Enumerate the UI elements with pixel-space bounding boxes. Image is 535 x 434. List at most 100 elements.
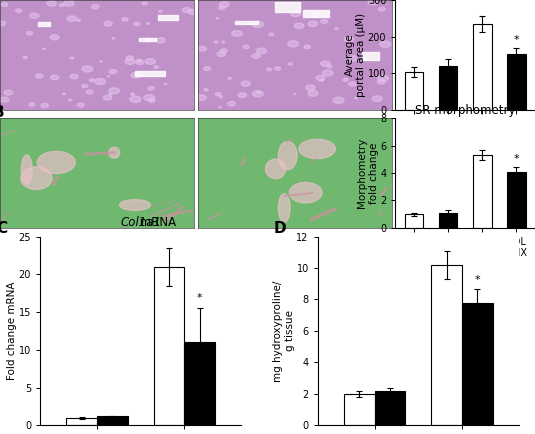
Circle shape: [86, 90, 93, 94]
Circle shape: [316, 76, 325, 81]
Circle shape: [100, 61, 102, 62]
Circle shape: [47, 1, 56, 6]
Circle shape: [16, 9, 22, 13]
Circle shape: [137, 59, 141, 62]
Circle shape: [82, 84, 88, 88]
Ellipse shape: [21, 167, 52, 190]
Text: Col1a1: Col1a1: [120, 216, 161, 229]
Circle shape: [377, 79, 385, 84]
Circle shape: [145, 38, 152, 42]
Circle shape: [380, 41, 391, 47]
Circle shape: [23, 56, 27, 59]
Circle shape: [63, 93, 65, 95]
Y-axis label: Fold change mRNA: Fold change mRNA: [7, 282, 17, 380]
Circle shape: [29, 103, 35, 106]
Circle shape: [291, 11, 301, 16]
Circle shape: [50, 35, 59, 40]
Circle shape: [238, 93, 247, 98]
Bar: [439, 213, 457, 228]
Circle shape: [0, 97, 9, 102]
Text: A: A: [0, 0, 4, 2]
Circle shape: [103, 95, 112, 100]
Bar: [139, 38, 156, 41]
Bar: [431, 265, 462, 425]
Circle shape: [41, 103, 48, 108]
Bar: [362, 52, 379, 60]
Bar: [404, 72, 423, 109]
Text: *: *: [475, 275, 480, 285]
Bar: [66, 418, 97, 425]
Ellipse shape: [37, 151, 75, 174]
Circle shape: [134, 22, 140, 26]
Bar: [473, 155, 492, 228]
Circle shape: [129, 96, 141, 102]
Circle shape: [321, 13, 327, 16]
Circle shape: [349, 82, 356, 86]
Circle shape: [64, 0, 74, 6]
Circle shape: [204, 67, 211, 71]
Circle shape: [50, 75, 59, 80]
Circle shape: [188, 9, 197, 14]
Circle shape: [256, 48, 266, 54]
Circle shape: [294, 23, 304, 29]
Circle shape: [4, 90, 13, 95]
Bar: [235, 21, 258, 24]
Circle shape: [308, 91, 318, 96]
Circle shape: [320, 79, 324, 81]
Circle shape: [217, 52, 226, 56]
Circle shape: [344, 36, 354, 42]
Ellipse shape: [21, 155, 32, 184]
Circle shape: [311, 12, 319, 16]
Circle shape: [108, 76, 110, 77]
Bar: [135, 71, 165, 76]
Circle shape: [29, 13, 39, 18]
Circle shape: [252, 21, 264, 28]
Y-axis label: mg hydroxyproline/
g tissue: mg hydroxyproline/ g tissue: [273, 280, 295, 381]
Circle shape: [70, 57, 74, 59]
Circle shape: [59, 4, 64, 7]
Bar: [158, 15, 178, 20]
Circle shape: [67, 16, 77, 21]
Circle shape: [253, 91, 263, 97]
Circle shape: [361, 57, 367, 60]
Circle shape: [252, 54, 260, 59]
Bar: [374, 391, 405, 425]
Circle shape: [0, 21, 6, 26]
Circle shape: [82, 66, 93, 72]
Circle shape: [219, 106, 221, 108]
Circle shape: [320, 61, 330, 66]
Circle shape: [109, 69, 117, 74]
Text: *: *: [514, 154, 519, 164]
Circle shape: [241, 81, 250, 86]
Circle shape: [26, 32, 33, 35]
Circle shape: [349, 56, 358, 61]
Circle shape: [146, 23, 149, 24]
Bar: [303, 10, 329, 16]
Ellipse shape: [299, 139, 335, 158]
Circle shape: [294, 93, 296, 94]
Circle shape: [122, 18, 128, 21]
Circle shape: [288, 62, 293, 65]
Circle shape: [196, 95, 206, 100]
Text: mRNA: mRNA: [105, 216, 176, 229]
Circle shape: [215, 92, 221, 96]
Circle shape: [156, 38, 165, 43]
Circle shape: [149, 99, 155, 102]
Bar: [473, 24, 492, 109]
Text: *: *: [514, 35, 519, 45]
Circle shape: [368, 0, 378, 5]
Text: *: *: [197, 293, 203, 303]
Circle shape: [43, 48, 45, 49]
Text: C: C: [0, 221, 7, 237]
Circle shape: [70, 74, 78, 79]
Circle shape: [305, 85, 315, 90]
Bar: [507, 54, 525, 109]
Circle shape: [308, 21, 318, 26]
Ellipse shape: [289, 182, 322, 203]
Bar: [154, 267, 185, 425]
Circle shape: [378, 75, 388, 81]
Circle shape: [131, 72, 141, 78]
Circle shape: [372, 96, 382, 102]
Circle shape: [1, 3, 7, 7]
Circle shape: [312, 13, 316, 15]
